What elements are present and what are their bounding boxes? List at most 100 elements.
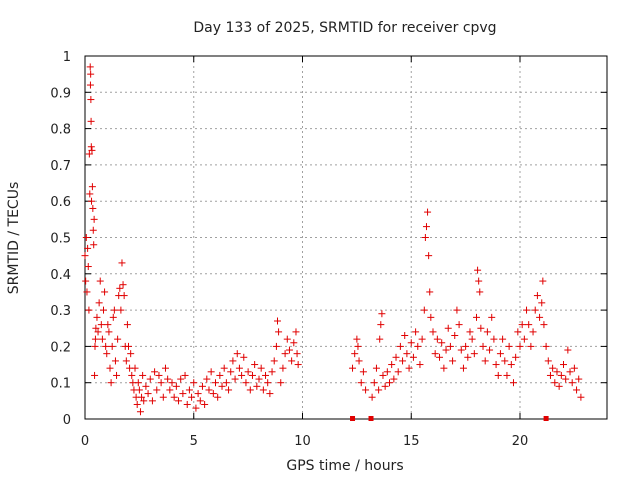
data-point [418,335,426,343]
data-point [203,375,211,383]
data-point [499,335,507,343]
data-point [444,324,452,332]
data-point [99,306,107,314]
data-point [383,368,391,376]
data-point [190,379,198,387]
data-point [407,339,415,347]
y-tick-label: 0.5 [50,232,71,247]
data-point [388,361,396,369]
data-point [514,328,522,336]
data-point [457,346,465,354]
data-point [293,350,301,358]
data-point [273,317,281,325]
data-point [512,353,520,361]
data-point [227,368,235,376]
data-point [560,361,567,369]
data-point [248,371,256,379]
data-point [164,375,172,383]
data-point [377,321,385,329]
data-point [403,350,411,358]
x-tick-label: 15 [403,434,420,449]
data-point [562,375,570,383]
data-point [161,364,169,372]
data-point [233,350,241,358]
data-point [455,321,463,329]
data-point [420,306,428,314]
data-point [568,379,576,387]
data-point [255,375,263,383]
data-point [544,357,552,365]
data-point [479,342,487,350]
data-point [86,190,94,198]
data-point [166,386,174,394]
data-point [114,335,122,343]
data-point [125,342,132,350]
data-point [494,371,502,379]
x-axis-title: GPS time / hours [286,458,403,474]
data-point [442,346,450,354]
data-point [105,328,113,336]
data-point [157,379,165,387]
data-point [89,226,97,234]
data-point [82,277,90,285]
data-point [205,386,213,394]
data-point [353,335,361,343]
data-point [416,361,424,369]
data-point [106,364,114,372]
gap-markers [350,416,549,421]
data-point [262,371,270,379]
data-point [546,371,554,379]
data-point [449,357,457,365]
data-point [109,313,117,321]
data-point [401,332,409,340]
data-point [102,342,110,350]
data-point [390,375,398,383]
data-point [566,368,574,376]
data-point [225,386,233,394]
data-point [349,364,357,372]
data-point [196,397,204,405]
data-point [424,208,432,216]
data-point [426,288,434,296]
data-point [507,361,515,369]
data-point [473,313,480,321]
data-point [118,259,126,267]
data-point [142,382,150,390]
data-point [370,379,378,387]
data-point [155,371,163,379]
y-tick-label: 0.9 [50,86,71,101]
x-tick-label: 0 [81,434,89,449]
data-point [490,335,498,343]
data-point [378,310,386,318]
axis-ticks [84,55,607,420]
data-point [525,321,533,329]
x-tick-label: 20 [512,434,529,449]
data-point [357,379,365,387]
data-point [220,364,228,372]
y-tick-label: 0.3 [50,304,71,319]
data-point [84,244,92,252]
data-point [85,150,93,158]
data-point [259,386,267,394]
data-point [421,234,429,241]
data-point [88,197,96,205]
data-point [175,397,183,405]
data-point [575,375,583,383]
data-point [483,328,491,336]
data-point [414,342,422,350]
data-point [216,371,224,379]
data-point [425,252,433,260]
chart-title: Day 133 of 2025, SRMTID for receiver cpv… [193,20,496,36]
data-point [136,408,144,416]
data-point [283,335,291,343]
data-point [170,393,178,401]
data-point [440,364,448,372]
data-point [409,353,417,361]
data-point [375,386,383,394]
data-point [394,368,402,376]
data-point [288,357,296,365]
data-point [238,371,246,379]
data-point [98,335,106,343]
data-point [268,368,276,376]
